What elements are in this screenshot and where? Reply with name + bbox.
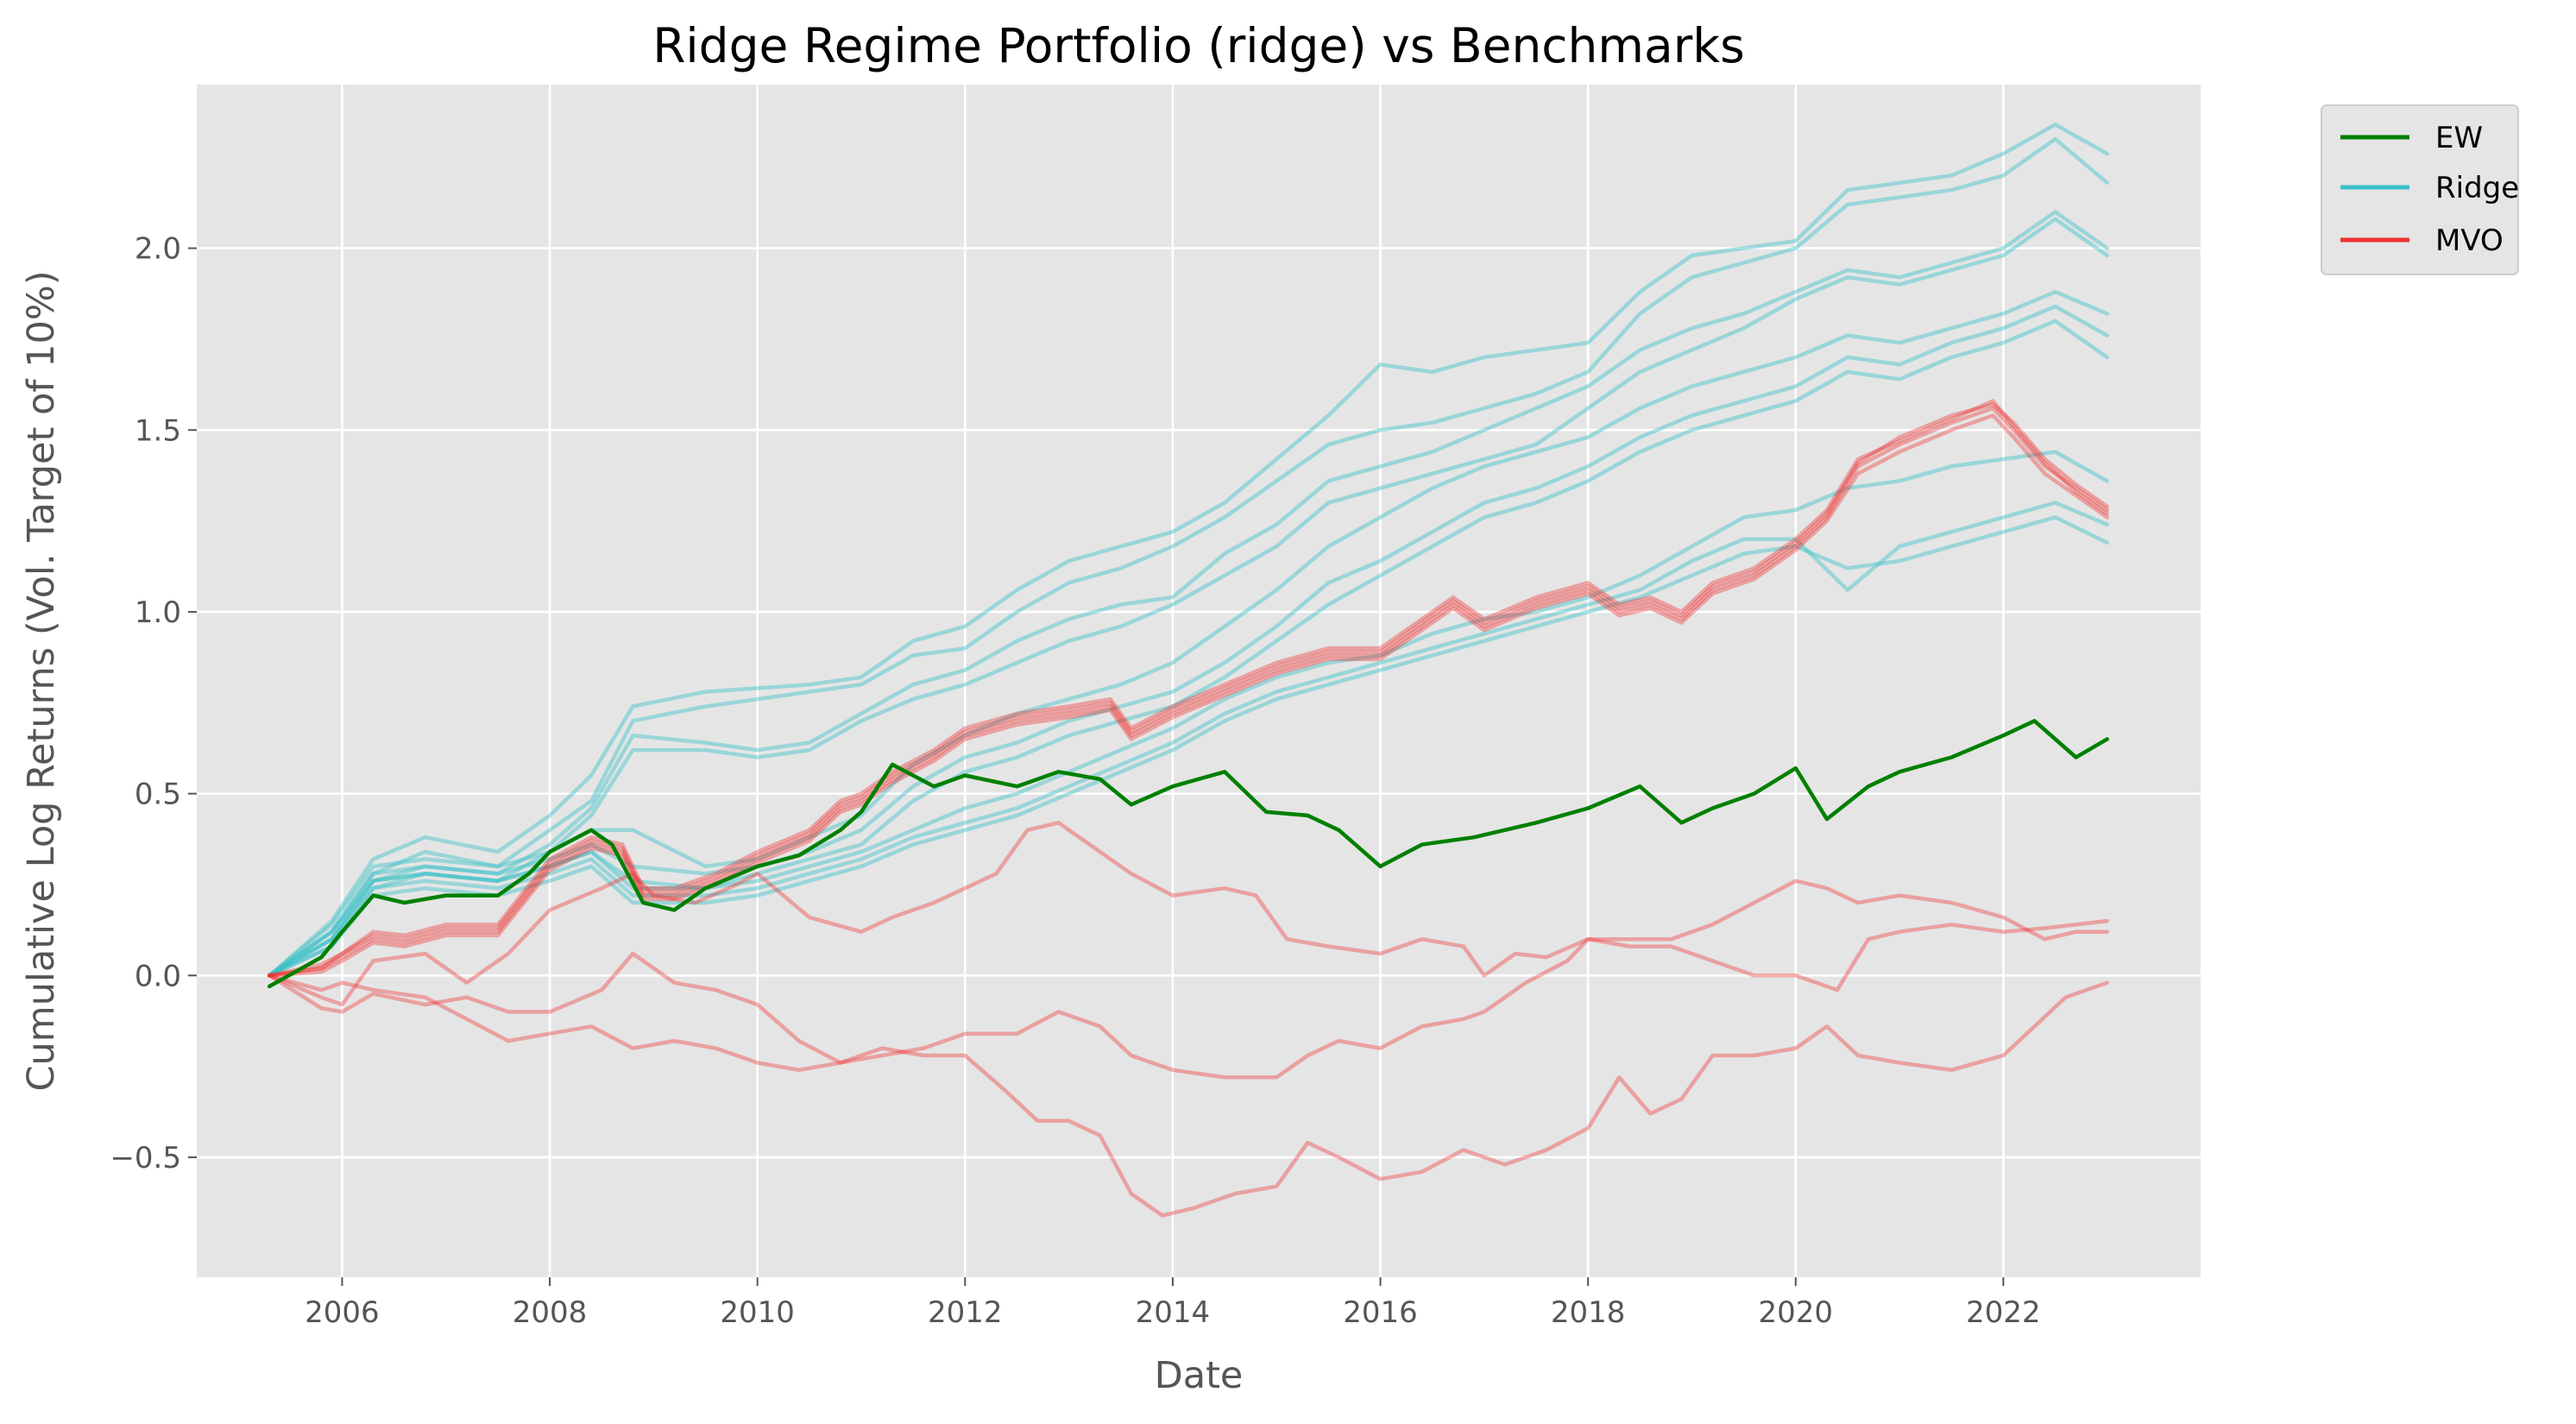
x-tick-label: 2014 [1136, 1295, 1211, 1330]
series-line-ridge-7 [267, 318, 2109, 978]
y-tick-label: 1.0 [135, 595, 181, 630]
series-line-mvo-7 [267, 918, 2109, 1080]
y-tick-label: 1.5 [135, 413, 181, 448]
x-tick-label: 2016 [1343, 1295, 1418, 1330]
y-tick-label: 0.5 [135, 778, 181, 812]
series-line-ridge-4 [267, 217, 2109, 978]
chart-title: Ridge Regime Portfolio (ridge) vs Benchm… [652, 18, 1745, 73]
series-line-ridge-6 [267, 304, 2109, 978]
series-line-ridge-1 [267, 123, 2109, 978]
x-tick-label: 2022 [1966, 1295, 2041, 1330]
series-line-ridge-10 [267, 515, 2109, 978]
lines-layer [267, 123, 2109, 1218]
grid-layer [197, 85, 2201, 1277]
legend-label-mvo: MVO [2435, 224, 2504, 258]
series-line-mvo-1 [267, 406, 2109, 978]
series-line-mvo-4 [267, 399, 2109, 978]
x-axis-title: Date [1155, 1354, 1244, 1397]
series-line-mvo-2 [267, 402, 2109, 978]
ticks-layer: 2006 2008 2010 2012 2014 2016 2018 2020 2022 −0.5… [110, 232, 2040, 1330]
legend-label-ew: EW [2435, 121, 2483, 155]
x-tick-label: 2018 [1551, 1295, 1626, 1330]
y-tick-label: −0.5 [110, 1141, 181, 1175]
legend-frame [2321, 104, 2519, 275]
series-line-ridge-2 [267, 136, 2109, 978]
y-axis-title: Cumulative Log Returns (Vol. Target of 1… [20, 271, 63, 1092]
series-line-ridge-8 [267, 450, 2109, 978]
legend-label-ridge: Ridge [2435, 171, 2519, 205]
y-tick-label: 2.0 [135, 232, 181, 267]
series-line-ew [267, 719, 2109, 989]
legend: EW Ridge MVO [2321, 104, 2519, 275]
series-line-ridge-3 [267, 210, 2109, 978]
series-line-ridge-9 [267, 501, 2109, 978]
x-tick-label: 2010 [720, 1295, 795, 1330]
series-line-mvo-6 [267, 951, 2109, 1218]
x-tick-label: 2008 [513, 1295, 588, 1330]
x-tick-label: 2012 [928, 1295, 1003, 1330]
plot-background [197, 85, 2201, 1277]
x-tick-label: 2006 [305, 1295, 380, 1330]
y-tick-label: 0.0 [135, 959, 181, 993]
series-line-mvo-5 [267, 821, 2109, 1007]
x-tick-label: 2020 [1759, 1295, 1834, 1330]
series-line-mvo-3 [267, 413, 2109, 978]
